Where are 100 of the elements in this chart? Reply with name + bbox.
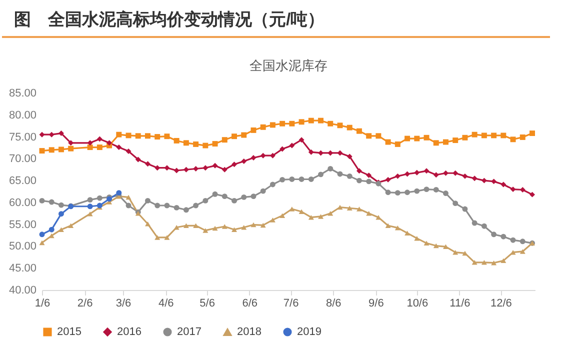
point [433,172,439,178]
point [241,194,247,200]
y-tick-label: 85.00 [8,88,36,100]
point [289,120,295,126]
y-tick-label: 60.00 [8,196,36,209]
point [241,225,247,230]
point [337,150,343,156]
point [298,209,304,214]
point [260,124,266,130]
point [472,132,478,138]
point [346,173,352,179]
point [356,128,362,134]
point [500,234,506,240]
point [39,198,45,204]
point [270,122,276,128]
point [308,149,314,155]
y-tick-label: 75.00 [8,131,36,144]
point [241,158,247,164]
point [298,137,304,143]
point [193,166,199,172]
point [145,198,150,204]
point [232,198,237,204]
x-tick-label: 1/6 [34,298,50,310]
point [356,178,362,184]
point [126,194,132,200]
x-tick-label: 9/6 [368,298,384,310]
point [145,161,150,167]
point [270,182,276,188]
x-tick-label: 11/6 [450,298,470,310]
point [58,202,64,208]
point [154,235,160,240]
x-tick-label: 7/6 [283,298,299,310]
point [366,133,372,139]
point [520,249,526,254]
point [280,213,286,218]
point [481,223,487,229]
point [481,132,487,138]
x-tick-label: 3/6 [116,298,132,310]
point [472,260,478,265]
y-tick-label: 55.00 [8,218,36,231]
y-tick-label: 70.00 [8,153,36,166]
point [443,244,448,250]
y-tick-label: 50.00 [8,240,36,253]
point [202,228,208,233]
point [443,139,448,145]
point [87,140,93,146]
point [530,192,535,198]
point [346,206,352,211]
point [298,176,304,182]
legend-label: 2017 [177,326,202,338]
point [96,195,102,201]
point [491,232,497,238]
point [510,186,516,192]
point [222,166,228,172]
point [308,118,314,124]
point [289,176,295,182]
point [96,136,102,142]
point [308,176,314,182]
point [116,190,122,196]
point [346,124,352,130]
point [414,170,420,176]
point [510,237,516,243]
point [193,223,199,228]
legend-label: 2018 [237,326,262,338]
point [385,190,391,196]
point [222,194,228,200]
point [96,144,102,150]
point [520,134,526,140]
point [87,144,93,150]
point [520,238,526,244]
point [48,233,54,238]
point [366,211,372,216]
x-tick-label: 10/6 [406,298,428,310]
point [289,142,295,148]
point [530,130,535,136]
chart-subtitle: 全国水泥库存 [250,58,328,73]
point [404,230,410,236]
point [58,146,64,152]
point [280,176,286,182]
point [87,197,93,203]
point [491,132,497,138]
x-tick-label: 8/6 [326,298,342,310]
point [298,119,304,125]
point [126,148,132,154]
point [414,236,420,241]
point [68,146,74,152]
point [126,132,132,138]
point [385,223,391,228]
point [394,190,400,196]
point [260,152,266,158]
point [491,178,497,184]
point [452,250,458,255]
point [404,190,410,196]
point [404,171,410,177]
x-tick-label: 4/6 [158,298,174,310]
x-tick-label: 5/6 [200,298,215,310]
point [356,168,362,174]
point [48,226,54,232]
point [366,178,372,184]
point [394,141,400,147]
